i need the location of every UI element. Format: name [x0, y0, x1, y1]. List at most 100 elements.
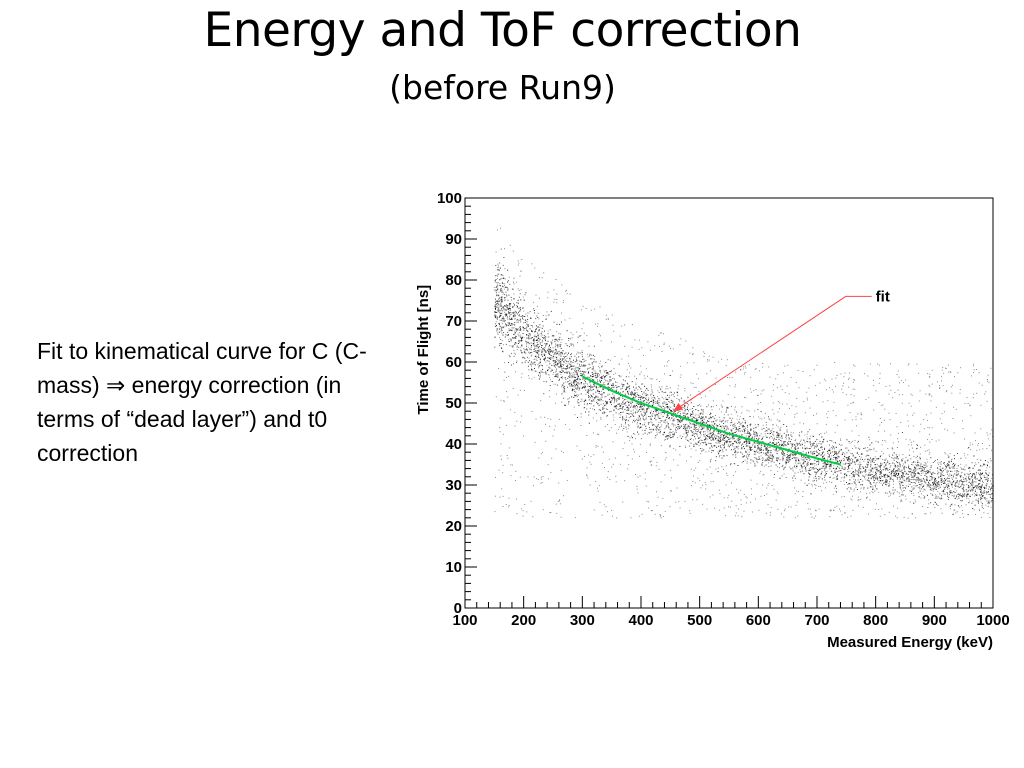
- scatter-point-3982: [553, 356, 555, 358]
- scatter-point-766: [937, 462, 939, 464]
- scatter-point-4768: [971, 489, 973, 491]
- scatter-point-1456: [961, 480, 963, 482]
- scatter-point-4303: [823, 439, 824, 441]
- scatter-point-2783: [963, 480, 965, 482]
- scatter-point-1498: [504, 297, 506, 299]
- scatter-point-4099: [685, 415, 686, 417]
- scatter-point-815: [592, 379, 594, 381]
- scatter-point-2605: [638, 409, 640, 411]
- scatter-point-237: [534, 331, 536, 333]
- scatter-point-1860: [666, 416, 668, 418]
- scatter-point-4258: [680, 397, 682, 399]
- scatter-point-4182: [872, 492, 874, 494]
- scatter-point-2472: [943, 475, 945, 476]
- scatter-point-4057: [968, 476, 969, 478]
- scatter-point-1961: [567, 365, 569, 367]
- scatter-point-1620: [761, 465, 763, 466]
- scatter-point-3335: [854, 476, 855, 478]
- scatter-point-1115: [887, 461, 889, 463]
- scatter-point-691: [587, 385, 589, 387]
- scatter-point-756: [963, 486, 965, 488]
- scatter-point-186: [513, 312, 515, 314]
- scatter-point-3304: [909, 468, 911, 470]
- scatter-point-3600: [584, 381, 586, 383]
- scatter-point-3825: [814, 475, 816, 477]
- scatter-point-3932: [839, 449, 841, 451]
- scatter-point-1458: [857, 479, 859, 481]
- scatter-point-3035: [543, 393, 545, 395]
- scatter-point-4253: [538, 354, 540, 356]
- scatter-point-1221: [675, 426, 677, 428]
- scatter-point-4543: [782, 456, 784, 458]
- scatter-point-3822: [739, 423, 741, 425]
- scatter-point-184: [737, 428, 739, 430]
- scatter-point-4024: [687, 408, 689, 410]
- scatter-point-3724: [564, 377, 566, 379]
- scatter-point-891: [783, 424, 785, 426]
- scatter-point-3958: [968, 478, 970, 480]
- scatter-point-1145: [719, 450, 721, 451]
- scatter-point-4563: [725, 435, 727, 437]
- scatter-point-1738: [687, 439, 689, 441]
- scatter-point-572: [778, 441, 779, 443]
- scatter-point-1908: [650, 395, 652, 397]
- scatter-point-2949: [644, 414, 645, 416]
- scatter-point-1597: [763, 452, 764, 454]
- scatter-point-4725: [679, 421, 681, 423]
- scatter-point-3357: [703, 426, 705, 428]
- scatter-point-3767: [500, 267, 501, 269]
- scatter-point-1222: [513, 277, 515, 279]
- scatter-point-721: [818, 452, 820, 454]
- scatter-point-24: [568, 376, 570, 378]
- scatter-point-1329: [984, 464, 986, 466]
- scatter-point-4189: [889, 456, 891, 458]
- scatter-point-4098: [970, 476, 972, 478]
- scatter-point-2867: [980, 498, 982, 500]
- scatter-point-3696: [673, 411, 675, 413]
- scatter-point-3352: [824, 479, 826, 481]
- scatter-point-4681: [984, 460, 986, 462]
- scatter-point-271: [924, 474, 926, 476]
- scatter-point-1549: [643, 409, 645, 411]
- scatter-point-2355: [495, 282, 497, 283]
- scatter-point-4245: [544, 358, 545, 360]
- scatter-point-1873: [510, 313, 512, 315]
- scatter-point-4654: [542, 348, 544, 350]
- scatter-point-1164: [911, 472, 913, 473]
- scatter-point-2987: [499, 315, 501, 317]
- scatter-point-2602: [921, 469, 923, 470]
- scatter-point-1308: [557, 366, 559, 368]
- scatter-point-4826: [513, 352, 515, 354]
- scatter-point-4959: [721, 440, 722, 442]
- scatter-point-4175: [578, 367, 580, 369]
- scatter-point-3454: [625, 419, 627, 421]
- scatter-point-3264: [528, 369, 530, 371]
- scatter-point-3969: [801, 431, 803, 433]
- scatter-point-2811: [944, 486, 946, 488]
- scatter-point-4434: [927, 471, 929, 473]
- scatter-point-1694: [693, 413, 695, 415]
- scatter-point-2034: [753, 442, 755, 443]
- scatter-point-649: [519, 341, 521, 343]
- scatter-point-4453: [803, 456, 805, 458]
- scatter-point-4248: [801, 459, 803, 461]
- scatter-point-279: [561, 353, 563, 355]
- scatter-point-496: [750, 449, 752, 450]
- scatter-point-1447: [533, 343, 535, 344]
- scatter-point-1178: [866, 497, 868, 499]
- scatter-point-573: [860, 487, 862, 489]
- scatter-point-4524: [600, 410, 602, 411]
- scatter-point-2349: [513, 298, 515, 300]
- scatter-point-3943: [934, 460, 935, 462]
- scatter-point-4567: [516, 360, 518, 362]
- scatter-point-4414: [576, 357, 577, 359]
- scatter-point-3802: [867, 459, 868, 461]
- scatter-point-2928: [720, 434, 722, 436]
- scatter-point-251: [633, 396, 634, 398]
- scatter-point-1287: [499, 289, 501, 291]
- scatter-point-4883: [751, 436, 753, 438]
- scatter-point-580: [605, 362, 607, 363]
- scatter-point-115: [582, 373, 584, 375]
- scatter-point-2271: [918, 484, 920, 485]
- scatter-point-4442: [561, 358, 563, 360]
